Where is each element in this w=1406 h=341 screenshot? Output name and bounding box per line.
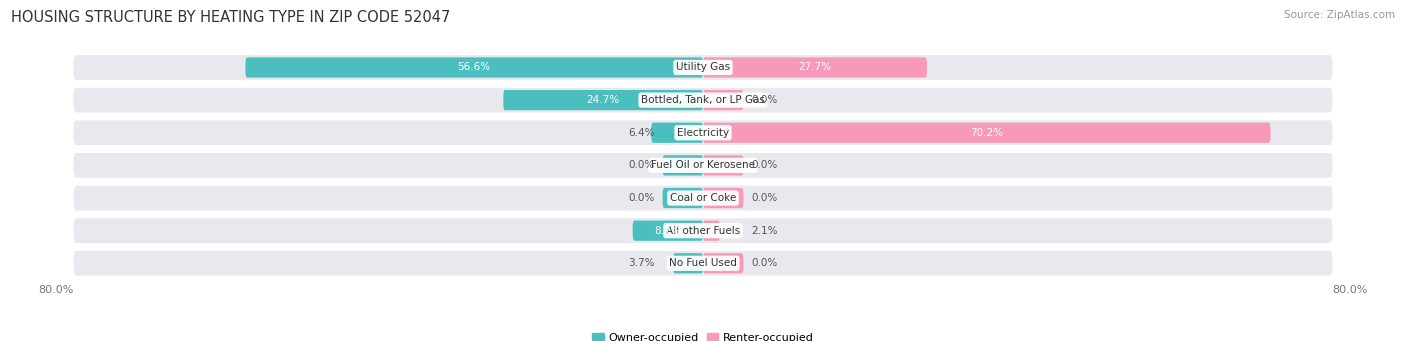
Legend: Owner-occupied, Renter-occupied: Owner-occupied, Renter-occupied [588,328,818,341]
FancyBboxPatch shape [73,217,1333,244]
FancyBboxPatch shape [633,221,703,241]
FancyBboxPatch shape [73,184,1333,211]
Text: 56.6%: 56.6% [457,62,491,73]
FancyBboxPatch shape [703,155,744,176]
FancyBboxPatch shape [703,57,927,78]
Text: Electricity: Electricity [676,128,730,138]
FancyBboxPatch shape [703,221,720,241]
Text: HOUSING STRUCTURE BY HEATING TYPE IN ZIP CODE 52047: HOUSING STRUCTURE BY HEATING TYPE IN ZIP… [11,10,450,25]
FancyBboxPatch shape [73,119,1333,146]
FancyBboxPatch shape [503,90,703,110]
Text: 70.2%: 70.2% [970,128,1004,138]
Text: 0.0%: 0.0% [752,160,778,170]
Text: 0.0%: 0.0% [628,193,654,203]
FancyBboxPatch shape [662,155,703,176]
Text: Bottled, Tank, or LP Gas: Bottled, Tank, or LP Gas [641,95,765,105]
Text: 6.4%: 6.4% [628,128,654,138]
Text: 0.0%: 0.0% [628,160,654,170]
Text: All other Fuels: All other Fuels [666,226,740,236]
FancyBboxPatch shape [73,87,1333,114]
FancyBboxPatch shape [73,250,1333,277]
Text: 24.7%: 24.7% [586,95,620,105]
FancyBboxPatch shape [673,253,703,273]
Text: No Fuel Used: No Fuel Used [669,258,737,268]
Text: 0.0%: 0.0% [752,95,778,105]
FancyBboxPatch shape [73,54,1333,81]
FancyBboxPatch shape [73,152,1333,179]
FancyBboxPatch shape [703,188,744,208]
FancyBboxPatch shape [651,123,703,143]
Text: 27.7%: 27.7% [799,62,831,73]
FancyBboxPatch shape [703,253,744,273]
Text: Source: ZipAtlas.com: Source: ZipAtlas.com [1284,10,1395,20]
Text: 2.1%: 2.1% [752,226,778,236]
Text: Coal or Coke: Coal or Coke [669,193,737,203]
Text: Fuel Oil or Kerosene: Fuel Oil or Kerosene [651,160,755,170]
Text: Utility Gas: Utility Gas [676,62,730,73]
FancyBboxPatch shape [703,123,1271,143]
FancyBboxPatch shape [246,57,703,78]
Text: 0.0%: 0.0% [752,193,778,203]
Text: 3.7%: 3.7% [628,258,654,268]
Text: 8.7%: 8.7% [655,226,681,236]
FancyBboxPatch shape [662,188,703,208]
FancyBboxPatch shape [703,90,744,110]
Text: 0.0%: 0.0% [752,258,778,268]
